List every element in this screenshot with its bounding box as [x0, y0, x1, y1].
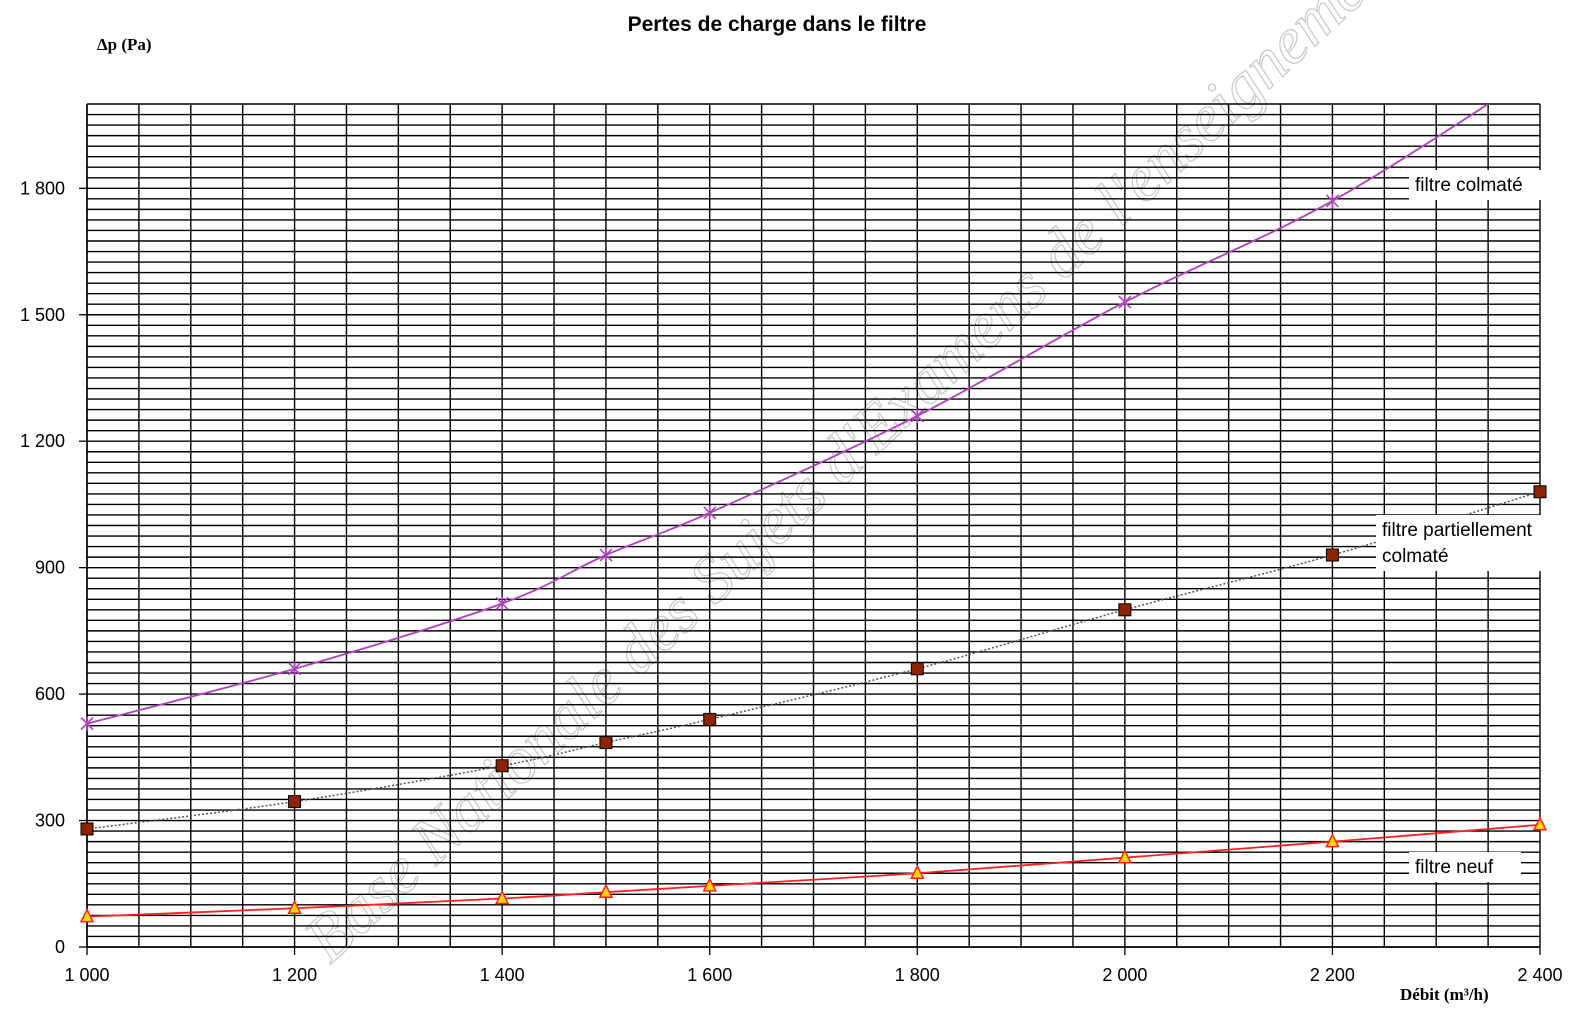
data-point-star [703, 505, 717, 520]
data-point-triangle [287, 899, 302, 914]
data-point-star [599, 548, 613, 563]
data-point-square [288, 795, 302, 809]
data-point-square [910, 662, 924, 676]
x-axis-label: Débit (m³/h) [1400, 985, 1489, 1004]
chart-title: Pertes de charge dans le filtre [628, 13, 927, 36]
x-tick-label: 2 400 [1517, 965, 1562, 985]
grid [86, 103, 1541, 948]
data-point-star [1325, 193, 1339, 208]
data-point-triangle [79, 907, 95, 923]
data-point-square [495, 759, 509, 773]
annotation-1: filtre partiellement colmaté [1376, 515, 1564, 571]
data-point-square [1325, 548, 1339, 562]
x-tick-label: 1 000 [64, 965, 109, 985]
data-point-triangle [1532, 816, 1548, 831]
data-point-triangle [910, 864, 925, 879]
data-point-triangle [598, 883, 614, 898]
series-layer [79, 63, 1548, 923]
y-tick-label: 1 500 [20, 305, 65, 325]
data-point-triangle [1325, 832, 1340, 848]
annotation-label: colmaté [1382, 546, 1449, 567]
data-point-triangle [702, 877, 717, 892]
data-point-square [703, 712, 717, 726]
series-2 [79, 816, 1548, 923]
y-axis-label: Δp (Pa) [97, 35, 152, 54]
series-line [86, 823, 1541, 918]
data-point-square [599, 736, 613, 750]
annotation-box [1409, 170, 1547, 200]
data-point-star [1118, 295, 1132, 310]
series-1 [80, 485, 1547, 836]
y-tick-label: 0 [55, 937, 65, 957]
annotation-label: filtre neuf [1415, 857, 1494, 878]
data-point-star [910, 408, 924, 423]
series-line [86, 491, 1541, 830]
annotations: filtre colmaté filtre partiellement colmat… [1376, 170, 1564, 882]
y-tick-label: 1 800 [20, 178, 65, 198]
series-0 [80, 63, 1546, 731]
data-point-star [495, 596, 509, 611]
y-tick-label: 900 [35, 558, 65, 578]
series-line [86, 104, 1490, 725]
data-point-triangle [494, 889, 510, 905]
axes: 0 300 600 900 1 200 1 500 1 800 1 000 1 200 1 400… [20, 104, 1563, 985]
x-tick-label: 1 600 [687, 965, 732, 985]
data-point-square [80, 822, 94, 836]
y-tick-label: 300 [35, 811, 65, 831]
data-point-star [80, 716, 94, 731]
annotation-label: filtre partiellement [1382, 520, 1533, 541]
x-tick-label: 1 800 [895, 965, 940, 985]
annotation-box [1409, 852, 1521, 882]
annotation-box [1376, 515, 1564, 571]
data-point-star [288, 661, 302, 676]
x-tick-label: 1 400 [480, 965, 525, 985]
x-tick-label: 1 200 [272, 965, 317, 985]
x-tick-label: 2 000 [1102, 965, 1147, 985]
annotation-0: filtre colmaté [1409, 170, 1547, 200]
annotation-2: filtre neuf [1409, 852, 1521, 882]
data-point-square [1118, 603, 1132, 617]
x-tick-label: 2 200 [1310, 965, 1355, 985]
annotation-label: filtre colmaté [1415, 175, 1523, 196]
y-tick-label: 1 200 [20, 431, 65, 451]
data-point-square [1533, 485, 1547, 499]
data-point-triangle [1117, 848, 1133, 864]
data-point-star [1534, 63, 1546, 77]
y-tick-label: 600 [35, 684, 65, 704]
